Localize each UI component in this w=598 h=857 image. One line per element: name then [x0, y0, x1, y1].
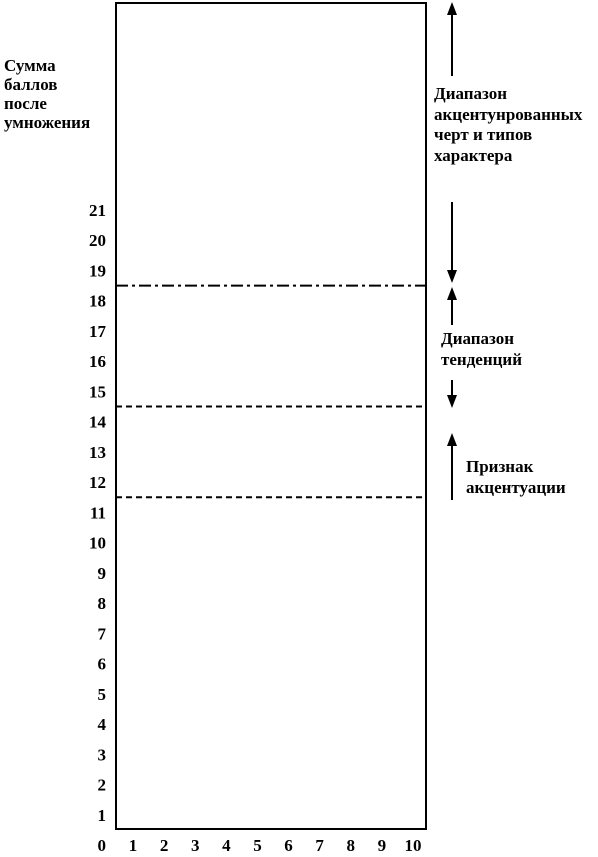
arrow-head	[447, 287, 457, 300]
arrow-head	[447, 395, 457, 408]
arrow-head	[447, 270, 457, 283]
x-tick-label: 3	[191, 836, 200, 855]
y-tick-label: 8	[98, 594, 107, 613]
y-axis-title-line: баллов	[4, 75, 58, 95]
y-tick-label: 10	[89, 534, 106, 553]
annotation-tendency-range: Диапазон тенденций	[441, 329, 522, 370]
x-tick-label: 9	[378, 836, 387, 855]
y-tick-label: 1	[98, 806, 107, 825]
y-axis-title-line: Сумма	[4, 56, 56, 75]
y-tick-label: 14	[89, 413, 107, 432]
annotation-line: Диапазон	[434, 84, 508, 103]
x-tick-label: 7	[315, 836, 324, 855]
x-tick-label: 6	[284, 836, 293, 855]
annotation-line: характера	[434, 146, 513, 166]
y-axis-title-line: после	[4, 94, 47, 114]
annotation-accentuation-sign: Признак акцентуации	[466, 457, 566, 498]
y-tick-label: 3	[98, 745, 107, 764]
y-axis-title: Сумма баллов после умножения	[4, 56, 90, 132]
annotation-line: акцентуации	[466, 477, 566, 497]
annotation-accentuated-range: Диапазон акцентунрованных черт и типов х…	[434, 84, 582, 167]
y-tick-label: 12	[89, 473, 106, 492]
annotation-line: тенденций	[441, 349, 523, 369]
annotation-line: Диапазон	[441, 329, 515, 348]
x-tick-label: 5	[253, 836, 262, 855]
y-tick-label: 20	[89, 231, 106, 250]
y-axis-title-line: умножения	[4, 113, 91, 133]
x-tick-labels: 1 2 3 4 5 6 7 8 9 10	[129, 836, 422, 855]
y-tick-label: 11	[90, 503, 106, 522]
y-tick-label: 4	[98, 715, 107, 734]
y-tick-label: 18	[89, 292, 106, 311]
y-tick-label: 0	[98, 836, 107, 855]
x-tick-label: 10	[405, 836, 422, 855]
annotation-line: Признак	[466, 457, 534, 476]
arrow-head	[447, 433, 457, 446]
y-tick-label: 17	[89, 322, 107, 341]
y-tick-label: 19	[89, 261, 106, 280]
x-tick-label: 4	[222, 836, 231, 855]
y-tick-label: 21	[89, 201, 106, 220]
x-tick-label: 8	[347, 836, 356, 855]
threshold-lines	[116, 284, 426, 499]
y-tick-label: 13	[89, 443, 106, 462]
x-tick-label: 1	[129, 836, 138, 855]
annotation-line: черт и типов	[434, 125, 533, 145]
x-tick-label: 2	[160, 836, 169, 855]
y-tick-label: 2	[98, 776, 107, 795]
y-tick-label: 9	[98, 564, 107, 583]
range-arrows	[447, 2, 457, 500]
chart-frame	[115, 2, 427, 830]
y-tick-label: 7	[98, 624, 107, 643]
y-tick-label: 6	[98, 655, 107, 674]
y-tick-label: 16	[89, 352, 106, 371]
y-tick-label: 5	[98, 685, 107, 704]
annotation-line: акцентунрованных	[434, 104, 583, 124]
y-tick-label: 15	[89, 382, 106, 401]
arrow-head	[447, 2, 457, 15]
